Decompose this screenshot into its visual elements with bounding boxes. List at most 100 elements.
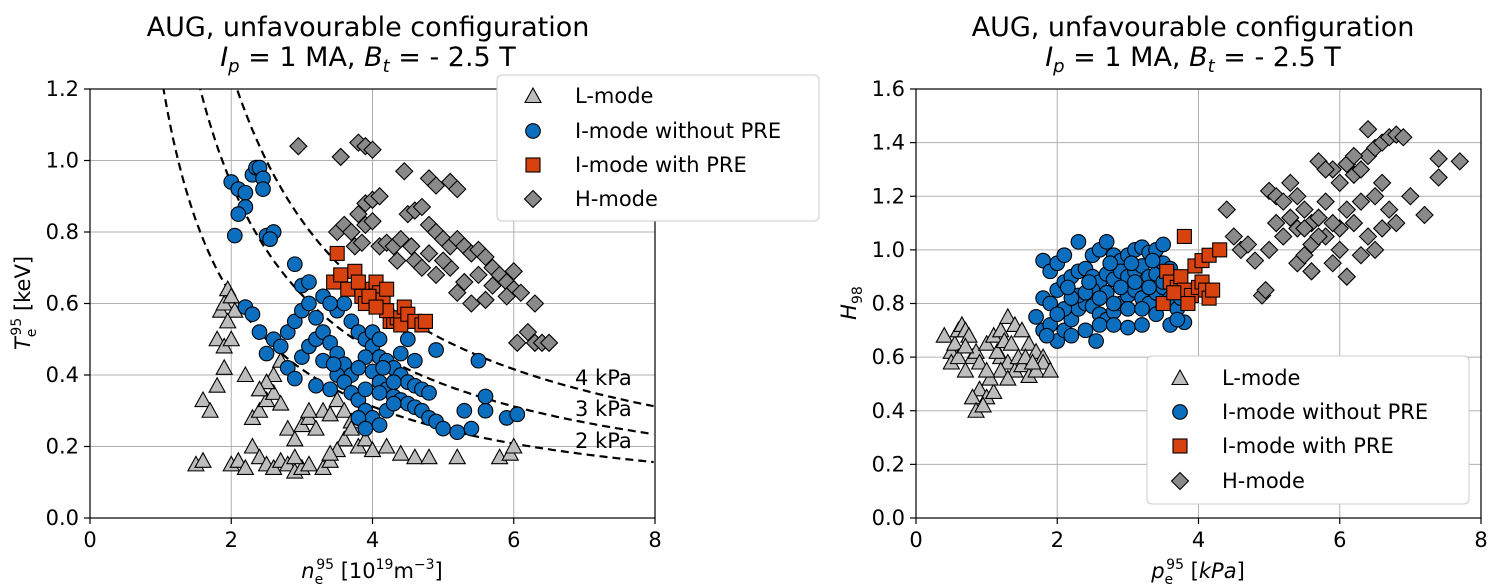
h-mode-point [1379, 200, 1399, 219]
h-mode-point [1309, 208, 1328, 227]
l-mode-point [1002, 334, 1021, 351]
i-mode-without-pre-point [371, 331, 388, 348]
i-mode-without-pre-point [1120, 319, 1136, 336]
h-mode-point [1372, 173, 1392, 193]
h-mode-point [1323, 213, 1342, 233]
y-tick-label: 0.6 [872, 345, 905, 369]
i-mode-without-pre-point [237, 184, 254, 201]
i-mode-without-pre-point [325, 356, 342, 373]
i-mode-without-pre-point [336, 295, 353, 312]
l-mode-point [963, 388, 982, 405]
right-chart-subtitle: Ip = 1 MA, Bt = - 2.5 T [1045, 42, 1341, 77]
i-mode-without-pre-point [1155, 236, 1172, 253]
i-mode-without-pre-point [322, 295, 338, 312]
i-mode-without-pre-point [1038, 327, 1055, 344]
l-mode-point [250, 401, 269, 418]
l-mode-point [342, 419, 361, 436]
h-mode-point [426, 265, 446, 285]
i-mode-without-pre-point [1105, 317, 1122, 333]
i-mode-without-pre-point [1141, 279, 1157, 296]
y-tick-label: 1.6 [872, 77, 905, 101]
l-mode-point [278, 419, 297, 436]
l-mode-point [949, 347, 968, 365]
h-mode-point [447, 283, 467, 303]
right-y-axis-label: H98 [837, 286, 866, 320]
h-mode-point [412, 197, 432, 217]
i-mode-without-pre-point [1134, 301, 1150, 317]
h-mode-point [469, 265, 488, 285]
h-mode-point [1394, 127, 1413, 147]
l-mode-point [998, 369, 1017, 386]
h-mode-point [462, 294, 481, 313]
i-mode-with-pre-point [329, 245, 345, 261]
h-mode-point [289, 136, 308, 156]
l-mode-point [356, 430, 375, 447]
left-legend-label-h-mode: H-mode [575, 187, 658, 211]
i-mode-without-pre-point [1059, 279, 1076, 296]
h-mode-point [1288, 186, 1307, 206]
l-mode-point [243, 437, 262, 454]
i-mode-without-pre-point [1105, 295, 1122, 312]
l-mode-point [935, 326, 954, 343]
right-legend: L-mode I-mode without PRE I-mode with PR… [1146, 355, 1470, 505]
l-mode-point [335, 401, 354, 418]
h-mode-point [1401, 186, 1420, 206]
l-mode-point [307, 419, 325, 436]
legend-marker-h-mode [1170, 471, 1190, 491]
i-mode-without-pre-point [251, 324, 268, 340]
h-mode-point [1316, 160, 1335, 179]
l-mode-point [991, 361, 1010, 378]
i-mode-with-pre-point [417, 313, 434, 329]
h-mode-point [504, 262, 524, 281]
i-mode-without-pre-point [421, 385, 437, 401]
l-mode-point [420, 448, 438, 465]
l-mode-point [285, 430, 304, 447]
l-mode-point [222, 330, 241, 347]
y-tick-label: 1.2 [46, 77, 79, 101]
h-mode-point [1266, 213, 1286, 233]
right-legend-label-l-mode: L-mode [1222, 366, 1300, 390]
x-tick-label: 4 [1192, 528, 1205, 552]
h-mode-point [476, 290, 495, 310]
h-mode-point [511, 283, 531, 303]
y-tick-label: 1.0 [46, 149, 79, 173]
l-mode-point [271, 394, 290, 411]
l-mode-point [264, 383, 283, 400]
l-mode-point [215, 358, 234, 375]
h-mode-point [1337, 267, 1357, 286]
l-mode-point [956, 361, 975, 378]
l-mode-point [984, 382, 1003, 400]
l-mode-point [328, 390, 347, 408]
y-tick-label: 0.0 [46, 506, 79, 530]
h-mode-point [1344, 146, 1364, 166]
i-mode-without-pre-point [1127, 274, 1143, 290]
isobar-label-4kpa: 4 kPa [575, 366, 632, 390]
h-mode-point [1344, 213, 1364, 233]
h-mode-point [1323, 254, 1342, 273]
i-mode-without-pre-point [385, 374, 402, 391]
h-mode-point [1245, 251, 1265, 270]
left-y-axis-label: Te95 [keV] [9, 256, 40, 350]
legend-marker-i-mode-with-pre [1172, 438, 1188, 454]
i-mode-without-pre-point [1063, 327, 1080, 344]
l-mode-point [977, 361, 996, 378]
l-mode-point [321, 405, 340, 422]
h-mode-point [349, 204, 368, 224]
h-mode-point [1302, 262, 1321, 281]
i-mode-without-pre-point [456, 402, 473, 419]
h-mode-point [1415, 205, 1434, 225]
i-mode-without-pre-point [1144, 252, 1161, 269]
left-legend-label-i-mode-with-pre: I-mode with PRE [575, 153, 747, 177]
l-mode-point [1023, 353, 1042, 370]
legend-marker-l-mode [524, 86, 542, 104]
x-tick-label: 8 [648, 528, 661, 552]
h-mode-point [1358, 119, 1378, 139]
i-mode-without-pre-point [371, 417, 388, 433]
right-legend-box [1146, 355, 1470, 505]
left-legend-label-i-mode-without-pre: I-mode without PRE [575, 119, 781, 143]
h-mode-point [412, 258, 432, 278]
h-mode-point [1386, 213, 1406, 233]
legend-marker-i-mode-without-pre [525, 123, 541, 139]
x-tick-label: 8 [1474, 528, 1487, 552]
